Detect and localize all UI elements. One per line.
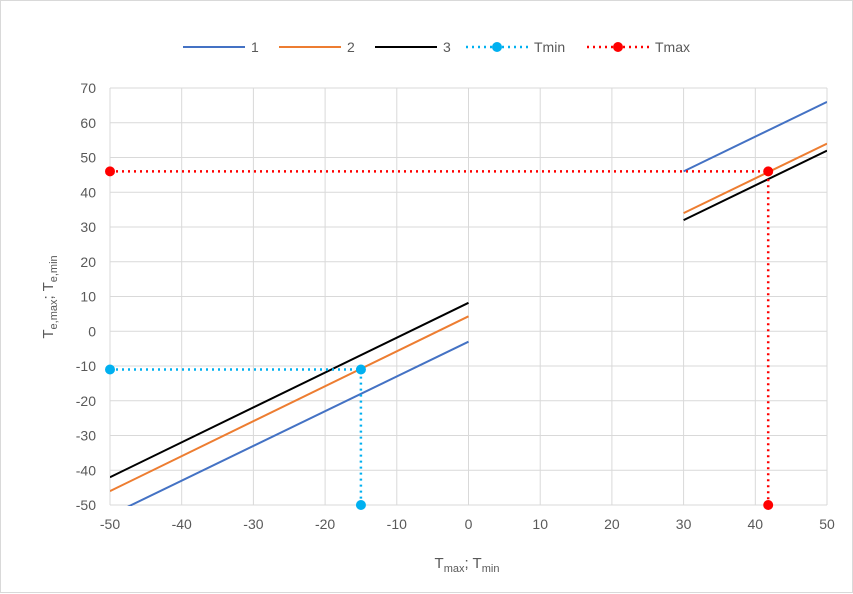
legend-item-1: 1: [183, 39, 259, 55]
y-axis-title-sub1: e,max: [48, 299, 60, 329]
x-tick-label: 20: [604, 516, 620, 532]
tick-labels: -50 -40 -30 -20 -10 0 10 20 30 40 50 -50 -40 -30 -20 -1…: [76, 80, 835, 532]
x-axis-title-main: T: [435, 555, 444, 572]
legend-item-tmax: Tmax: [587, 39, 690, 55]
y-axis-title-sep: ; T: [40, 282, 57, 299]
legend-item-2: 2: [279, 39, 355, 55]
x-tick-label: 40: [748, 516, 764, 532]
legend-label: Tmin: [534, 39, 565, 55]
y-tick-label: -40: [76, 462, 96, 478]
series-tmax-line: [110, 170, 770, 505]
y-tick-label: 60: [80, 115, 96, 131]
x-axis-title-sep: ; T: [464, 555, 481, 572]
series-3-line: [110, 301, 469, 479]
series-tmax-point: [763, 166, 774, 177]
legend: 1 2 3 Tmin Tmax: [183, 39, 690, 55]
legend-label: 3: [443, 39, 451, 55]
series-2-line: [683, 142, 827, 214]
x-tick-label: 10: [532, 516, 548, 532]
series-tmin-point: [105, 364, 115, 375]
series-tmin-point: [355, 500, 366, 510]
series-markers: [105, 166, 774, 510]
legend-label: Tmax: [655, 39, 690, 55]
y-tick-label: 40: [80, 184, 96, 200]
series-tmax-point: [105, 166, 115, 177]
x-tick-label: 30: [676, 516, 692, 532]
series-tmin-line: [110, 368, 363, 505]
x-tick-label: 0: [465, 516, 473, 532]
legend-marker: [492, 42, 502, 52]
x-axis-title-sub1: max: [444, 563, 465, 575]
x-axis-title-sub2: min: [482, 563, 500, 575]
series-2-line: [110, 315, 469, 492]
x-tick-label: -40: [172, 516, 192, 532]
y-tick-label: 10: [80, 289, 96, 305]
y-axis-title-main: T: [40, 329, 57, 338]
gridlines: [109, 87, 828, 506]
y-axis-title: Te,max; Te,min: [40, 255, 60, 338]
y-tick-label: -10: [76, 358, 96, 374]
series-tmax-point: [763, 500, 774, 510]
legend-item-tmin: Tmin: [466, 39, 565, 55]
x-tick-label: -30: [243, 516, 263, 532]
series-tmin-point: [355, 364, 366, 375]
x-tick-label: -20: [315, 516, 335, 532]
legend-label: 1: [251, 39, 259, 55]
series-3-line: [683, 149, 827, 221]
y-tick-label: -20: [76, 393, 96, 409]
y-tick-label: 70: [80, 80, 96, 96]
x-tick-label: 50: [819, 516, 835, 532]
y-tick-label: 50: [80, 150, 96, 166]
series-1-line: [683, 101, 827, 173]
y-tick-label: 30: [80, 219, 96, 235]
series-1-line: [127, 340, 469, 506]
legend-marker: [613, 42, 623, 52]
legend-item-3: 3: [375, 39, 451, 55]
y-tick-label: -30: [76, 428, 96, 444]
y-tick-label: 20: [80, 254, 96, 270]
y-axis-title-sub2: e,min: [48, 255, 60, 282]
x-tick-label: -10: [387, 516, 407, 532]
legend-label: 2: [347, 39, 355, 55]
x-tick-label: -50: [100, 516, 120, 532]
y-tick-label: 0: [88, 323, 96, 339]
x-axis-title: Tmax; Tmin: [435, 555, 500, 575]
y-tick-label: -50: [76, 497, 96, 513]
series-lines: [110, 101, 827, 506]
